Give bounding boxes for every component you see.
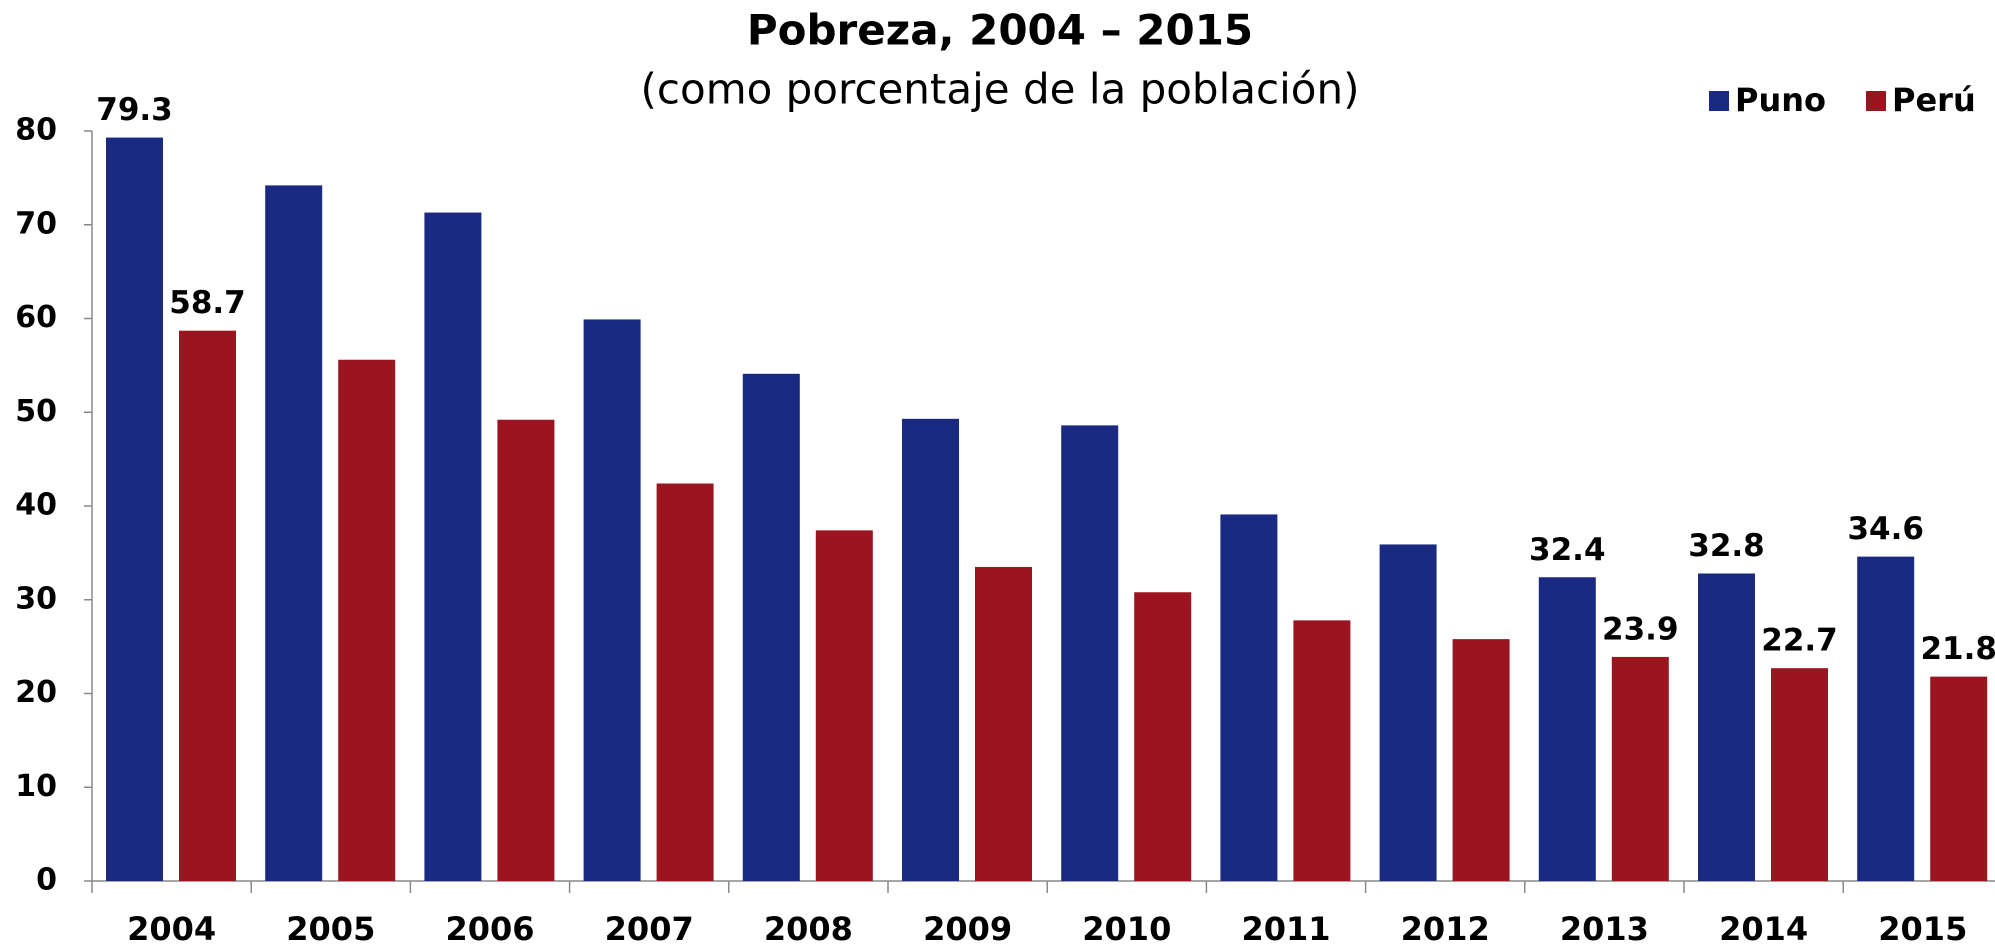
bar (179, 330, 236, 881)
x-tick-label: 2014 (1719, 910, 1808, 947)
x-tick-label: 2007 (605, 910, 694, 947)
x-tick-label: 2005 (286, 910, 375, 947)
y-tick-label: 80 (15, 113, 57, 148)
bar (497, 419, 555, 881)
x-tick-label: 2012 (1401, 910, 1490, 947)
y-tick-label: 70 (15, 206, 57, 241)
legend-swatch (1866, 91, 1886, 111)
y-tick-label: 0 (36, 863, 57, 898)
bar (902, 418, 959, 881)
bar (975, 566, 1032, 881)
legend-label: Perú (1892, 81, 1976, 119)
bar (338, 359, 396, 881)
value-label: 32.8 (1688, 528, 1765, 564)
bar (1698, 573, 1755, 881)
legend-swatch (1709, 91, 1729, 111)
y-tick-label: 30 (15, 581, 57, 616)
x-tick-label: 2004 (127, 910, 216, 947)
x-tick-label: 2010 (1082, 910, 1171, 947)
bar (1293, 620, 1351, 881)
y-tick-label: 10 (15, 769, 57, 804)
value-label: 34.6 (1847, 511, 1924, 547)
bar (1930, 676, 1988, 881)
x-tick-label: 2006 (445, 910, 534, 947)
value-label: 79.3 (96, 92, 173, 128)
bar (656, 483, 714, 881)
x-tick-label: 2011 (1241, 910, 1330, 947)
x-tick-label: 2008 (764, 910, 853, 947)
y-tick-label: 40 (15, 488, 57, 523)
bar (1379, 544, 1437, 881)
bar (1538, 577, 1596, 881)
bar (1771, 668, 1828, 881)
x-tick-label: 2009 (923, 910, 1012, 947)
bar (1061, 425, 1119, 881)
bar (1134, 592, 1192, 881)
value-label: 32.4 (1529, 532, 1606, 568)
bar (583, 319, 641, 881)
value-label: 23.9 (1602, 611, 1679, 647)
legend-label: Puno (1735, 81, 1826, 119)
y-tick-label: 50 (15, 394, 57, 429)
bar (1452, 639, 1510, 881)
y-tick-label: 20 (15, 675, 57, 710)
bar (1857, 556, 1915, 881)
value-label: 22.7 (1761, 623, 1838, 659)
x-tick-label: 2013 (1560, 910, 1649, 947)
value-label: 58.7 (169, 285, 246, 321)
bar (742, 373, 800, 881)
bar (424, 212, 482, 881)
value-label: 21.8 (1920, 631, 1995, 667)
bar (815, 530, 873, 881)
bar (265, 185, 323, 881)
bar (1611, 656, 1669, 881)
chart-subtitle: (como porcentaje de la población) (641, 65, 1360, 114)
x-tick-label: 2015 (1878, 910, 1967, 947)
chart-title: Pobreza, 2004 – 2015 (747, 6, 1253, 55)
y-tick-label: 60 (15, 300, 57, 335)
bar (1220, 514, 1278, 881)
bar (106, 137, 163, 881)
